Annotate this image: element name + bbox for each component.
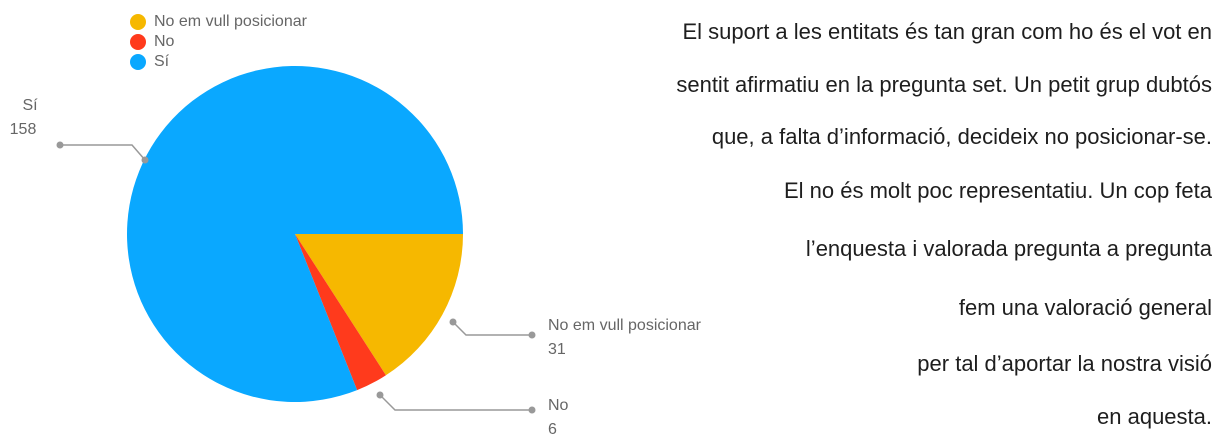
paragraph-line: que, a falta d’informació, decideix no p… <box>712 124 1212 149</box>
callout-dot <box>528 331 536 339</box>
paragraph-line: fem una valoració general <box>959 295 1212 320</box>
paragraph-line: en aquesta. <box>1097 404 1212 429</box>
callout-value: 31 <box>548 341 566 358</box>
legend-label: No em vull posicionar <box>154 13 308 30</box>
pie-slice <box>127 66 464 402</box>
callout-value: 158 <box>10 121 37 138</box>
pie-slice <box>295 234 386 391</box>
callout-label: Sí <box>22 97 38 114</box>
callout-line <box>452 321 532 336</box>
callout-dot <box>56 141 64 149</box>
legend-label: No <box>154 33 175 50</box>
legend-swatch <box>130 54 146 70</box>
callout-dot <box>528 406 536 414</box>
paragraph-line: El no és molt poc representatiu. Un cop … <box>784 178 1213 203</box>
paragraph-line: l’enquesta i valorada pregunta a pregunt… <box>806 236 1213 261</box>
paragraph-line: per tal d’aportar la nostra visió <box>917 351 1212 376</box>
callout-label: No <box>548 397 569 414</box>
paragraph-line: El suport a les entitats és tan gran com… <box>682 19 1212 44</box>
legend-swatch <box>130 14 146 30</box>
callout-dot <box>376 391 384 399</box>
callout-line <box>379 394 532 411</box>
callout-value: 6 <box>548 421 557 437</box>
legend-swatch <box>130 34 146 50</box>
callout-dot <box>141 156 149 164</box>
callout-line <box>60 144 146 161</box>
callout-dot <box>449 318 457 326</box>
paragraph-line: sentit afirmatiu en la pregunta set. Un … <box>676 72 1212 97</box>
legend-label: Sí <box>154 53 170 70</box>
callout-label: No em vull posicionar <box>548 317 702 334</box>
pie-slice <box>295 234 463 376</box>
